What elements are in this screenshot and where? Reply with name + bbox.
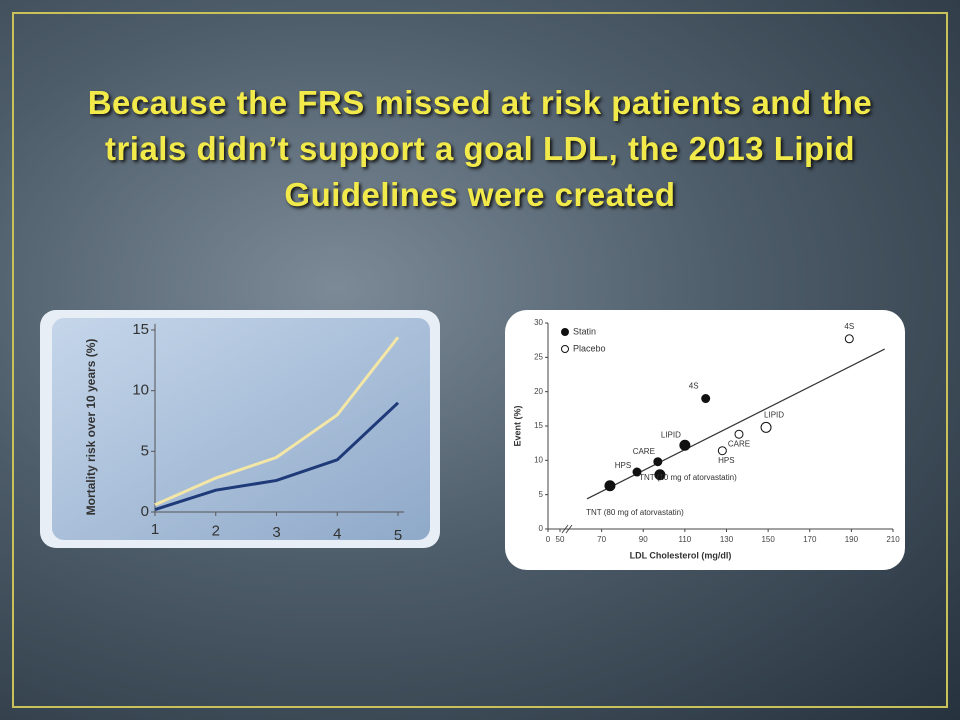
point — [701, 394, 711, 404]
x-tick-label: 1 — [151, 521, 159, 538]
point-label: LIPID — [661, 430, 681, 439]
plot-bg — [52, 318, 430, 540]
point — [604, 480, 616, 492]
x-axis-label: LDL Cholesterol (mg/dl) — [630, 550, 732, 560]
legend-marker — [561, 345, 569, 353]
point — [717, 446, 727, 456]
y-tick-label: 30 — [534, 318, 543, 327]
y-tick-label: 0 — [141, 503, 149, 520]
legend-label: Placebo — [573, 343, 606, 353]
y-tick-label: 25 — [534, 352, 543, 361]
point-label: HPS — [615, 461, 631, 470]
y-axis-label: Event (%) — [512, 405, 522, 446]
y-tick-label: 20 — [534, 387, 543, 396]
point-label: HPS — [718, 456, 734, 465]
point-label: CARE — [633, 447, 655, 456]
x-tick-label: 170 — [803, 535, 817, 544]
y-tick-label: 0 — [539, 524, 544, 533]
y-tick-label: 10 — [534, 455, 543, 464]
point — [654, 469, 666, 481]
x-tick-label: 2 — [212, 522, 220, 539]
point-label: 4S — [844, 322, 854, 331]
x-tick-label: 50 — [556, 535, 565, 544]
x-tick-label: 110 — [678, 535, 691, 544]
slide-title: Because the FRS missed at risk patients … — [87, 84, 873, 213]
point — [760, 421, 772, 433]
y-tick-label: 10 — [132, 382, 149, 399]
point — [653, 457, 663, 467]
x-tick-label: 90 — [639, 535, 648, 544]
point — [679, 439, 691, 451]
x-tick-label: 0 — [546, 535, 551, 544]
x-tick-label: 190 — [845, 535, 859, 544]
legend-marker — [561, 328, 569, 336]
point-label: CARE — [728, 439, 750, 448]
point-label: 4S — [689, 382, 699, 391]
frame — [12, 12, 948, 708]
x-tick-label: 210 — [886, 535, 900, 544]
x-tick-label: 150 — [761, 535, 775, 544]
y-axis-label: Mortality risk over 10 years (%) — [84, 339, 98, 516]
legend-label: Statin — [573, 326, 596, 336]
y-tick-label: 5 — [539, 490, 544, 499]
point — [632, 467, 642, 477]
point-label: TNT (10 mg of atorvastatin) — [639, 473, 737, 482]
point — [734, 429, 744, 439]
x-tick-label: 5 — [394, 527, 402, 544]
y-tick-label: 5 — [141, 442, 149, 459]
y-tick-label: 15 — [534, 421, 543, 430]
point — [844, 334, 854, 344]
line — [154, 401, 400, 512]
point-label: LIPID — [764, 410, 784, 419]
x-tick-label: 3 — [272, 524, 280, 541]
x-tick-label: 70 — [597, 535, 606, 544]
x-tick-label: 130 — [720, 535, 734, 544]
x-tick-label: 4 — [333, 525, 341, 542]
line — [154, 336, 400, 507]
y-tick-label: 15 — [132, 321, 149, 338]
point-label: TNT (80 mg of atorvastatin) — [586, 508, 684, 517]
axis-break — [561, 524, 573, 534]
